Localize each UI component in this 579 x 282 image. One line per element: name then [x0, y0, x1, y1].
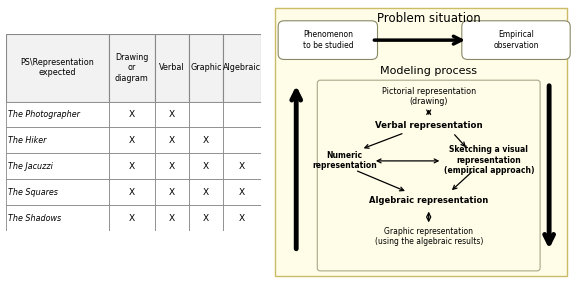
Text: X: X	[168, 110, 175, 119]
Bar	[189, 34, 223, 102]
Text: X: X	[168, 214, 175, 223]
Bar	[223, 127, 261, 153]
FancyBboxPatch shape	[462, 21, 570, 60]
Text: X: X	[203, 214, 209, 223]
Text: X: X	[239, 188, 245, 197]
Bar	[109, 127, 155, 153]
Text: X: X	[129, 136, 135, 145]
Text: X: X	[203, 162, 209, 171]
Bar	[6, 153, 109, 179]
Bar	[6, 127, 109, 153]
Bar	[155, 34, 189, 102]
Text: Algebraic representation: Algebraic representation	[369, 196, 488, 205]
Bar	[109, 205, 155, 231]
Text: X: X	[129, 188, 135, 197]
Bar	[189, 205, 223, 231]
Text: Empirical
observation: Empirical observation	[493, 30, 538, 50]
Bar	[6, 179, 109, 205]
Bar	[109, 34, 155, 102]
FancyBboxPatch shape	[275, 8, 567, 276]
Text: X: X	[129, 214, 135, 223]
Bar	[109, 102, 155, 127]
Text: Graphic representation
(using the algebraic results): Graphic representation (using the algebr…	[375, 227, 483, 246]
Bar	[6, 34, 109, 102]
Bar	[6, 102, 109, 127]
Bar	[189, 153, 223, 179]
Text: Modeling process: Modeling process	[380, 65, 477, 76]
Text: X: X	[239, 214, 245, 223]
Text: Phenomenon
to be studied: Phenomenon to be studied	[302, 30, 353, 50]
Text: Graphic: Graphic	[190, 63, 222, 72]
Bar	[189, 127, 223, 153]
Bar	[223, 102, 261, 127]
Text: The Squares: The Squares	[8, 188, 58, 197]
Text: X: X	[129, 110, 135, 119]
Bar	[223, 205, 261, 231]
Text: Drawing
or
diagram: Drawing or diagram	[115, 53, 149, 83]
Bar	[155, 205, 189, 231]
FancyBboxPatch shape	[278, 21, 378, 60]
Text: Algebraic: Algebraic	[223, 63, 261, 72]
Bar	[109, 179, 155, 205]
Text: Pictorial representation
(drawing): Pictorial representation (drawing)	[382, 87, 476, 107]
Text: Numeric
representation: Numeric representation	[312, 151, 377, 170]
Text: X: X	[168, 162, 175, 171]
Bar	[223, 179, 261, 205]
Bar	[6, 205, 109, 231]
Text: X: X	[203, 188, 209, 197]
Text: The Jacuzzi: The Jacuzzi	[8, 162, 53, 171]
Bar	[155, 179, 189, 205]
Bar	[223, 34, 261, 102]
Bar	[189, 179, 223, 205]
Bar	[155, 153, 189, 179]
Text: X: X	[129, 162, 135, 171]
Text: Sketching a visual
representation
(empirical approach): Sketching a visual representation (empir…	[444, 146, 534, 175]
Text: PS\Representation
expected: PS\Representation expected	[20, 58, 94, 77]
Bar	[109, 153, 155, 179]
Text: The Hiker: The Hiker	[8, 136, 46, 145]
Text: Verbal representation: Verbal representation	[375, 121, 482, 130]
Bar	[155, 127, 189, 153]
Text: Verbal: Verbal	[159, 63, 185, 72]
Text: The Shadows: The Shadows	[8, 214, 61, 223]
Bar	[223, 153, 261, 179]
Text: Problem situation: Problem situation	[377, 12, 481, 25]
Bar	[155, 102, 189, 127]
Text: X: X	[168, 188, 175, 197]
FancyBboxPatch shape	[317, 80, 540, 271]
Text: X: X	[168, 136, 175, 145]
Text: X: X	[203, 136, 209, 145]
Bar	[189, 102, 223, 127]
Text: X: X	[239, 162, 245, 171]
Text: The Photographer: The Photographer	[8, 110, 80, 119]
